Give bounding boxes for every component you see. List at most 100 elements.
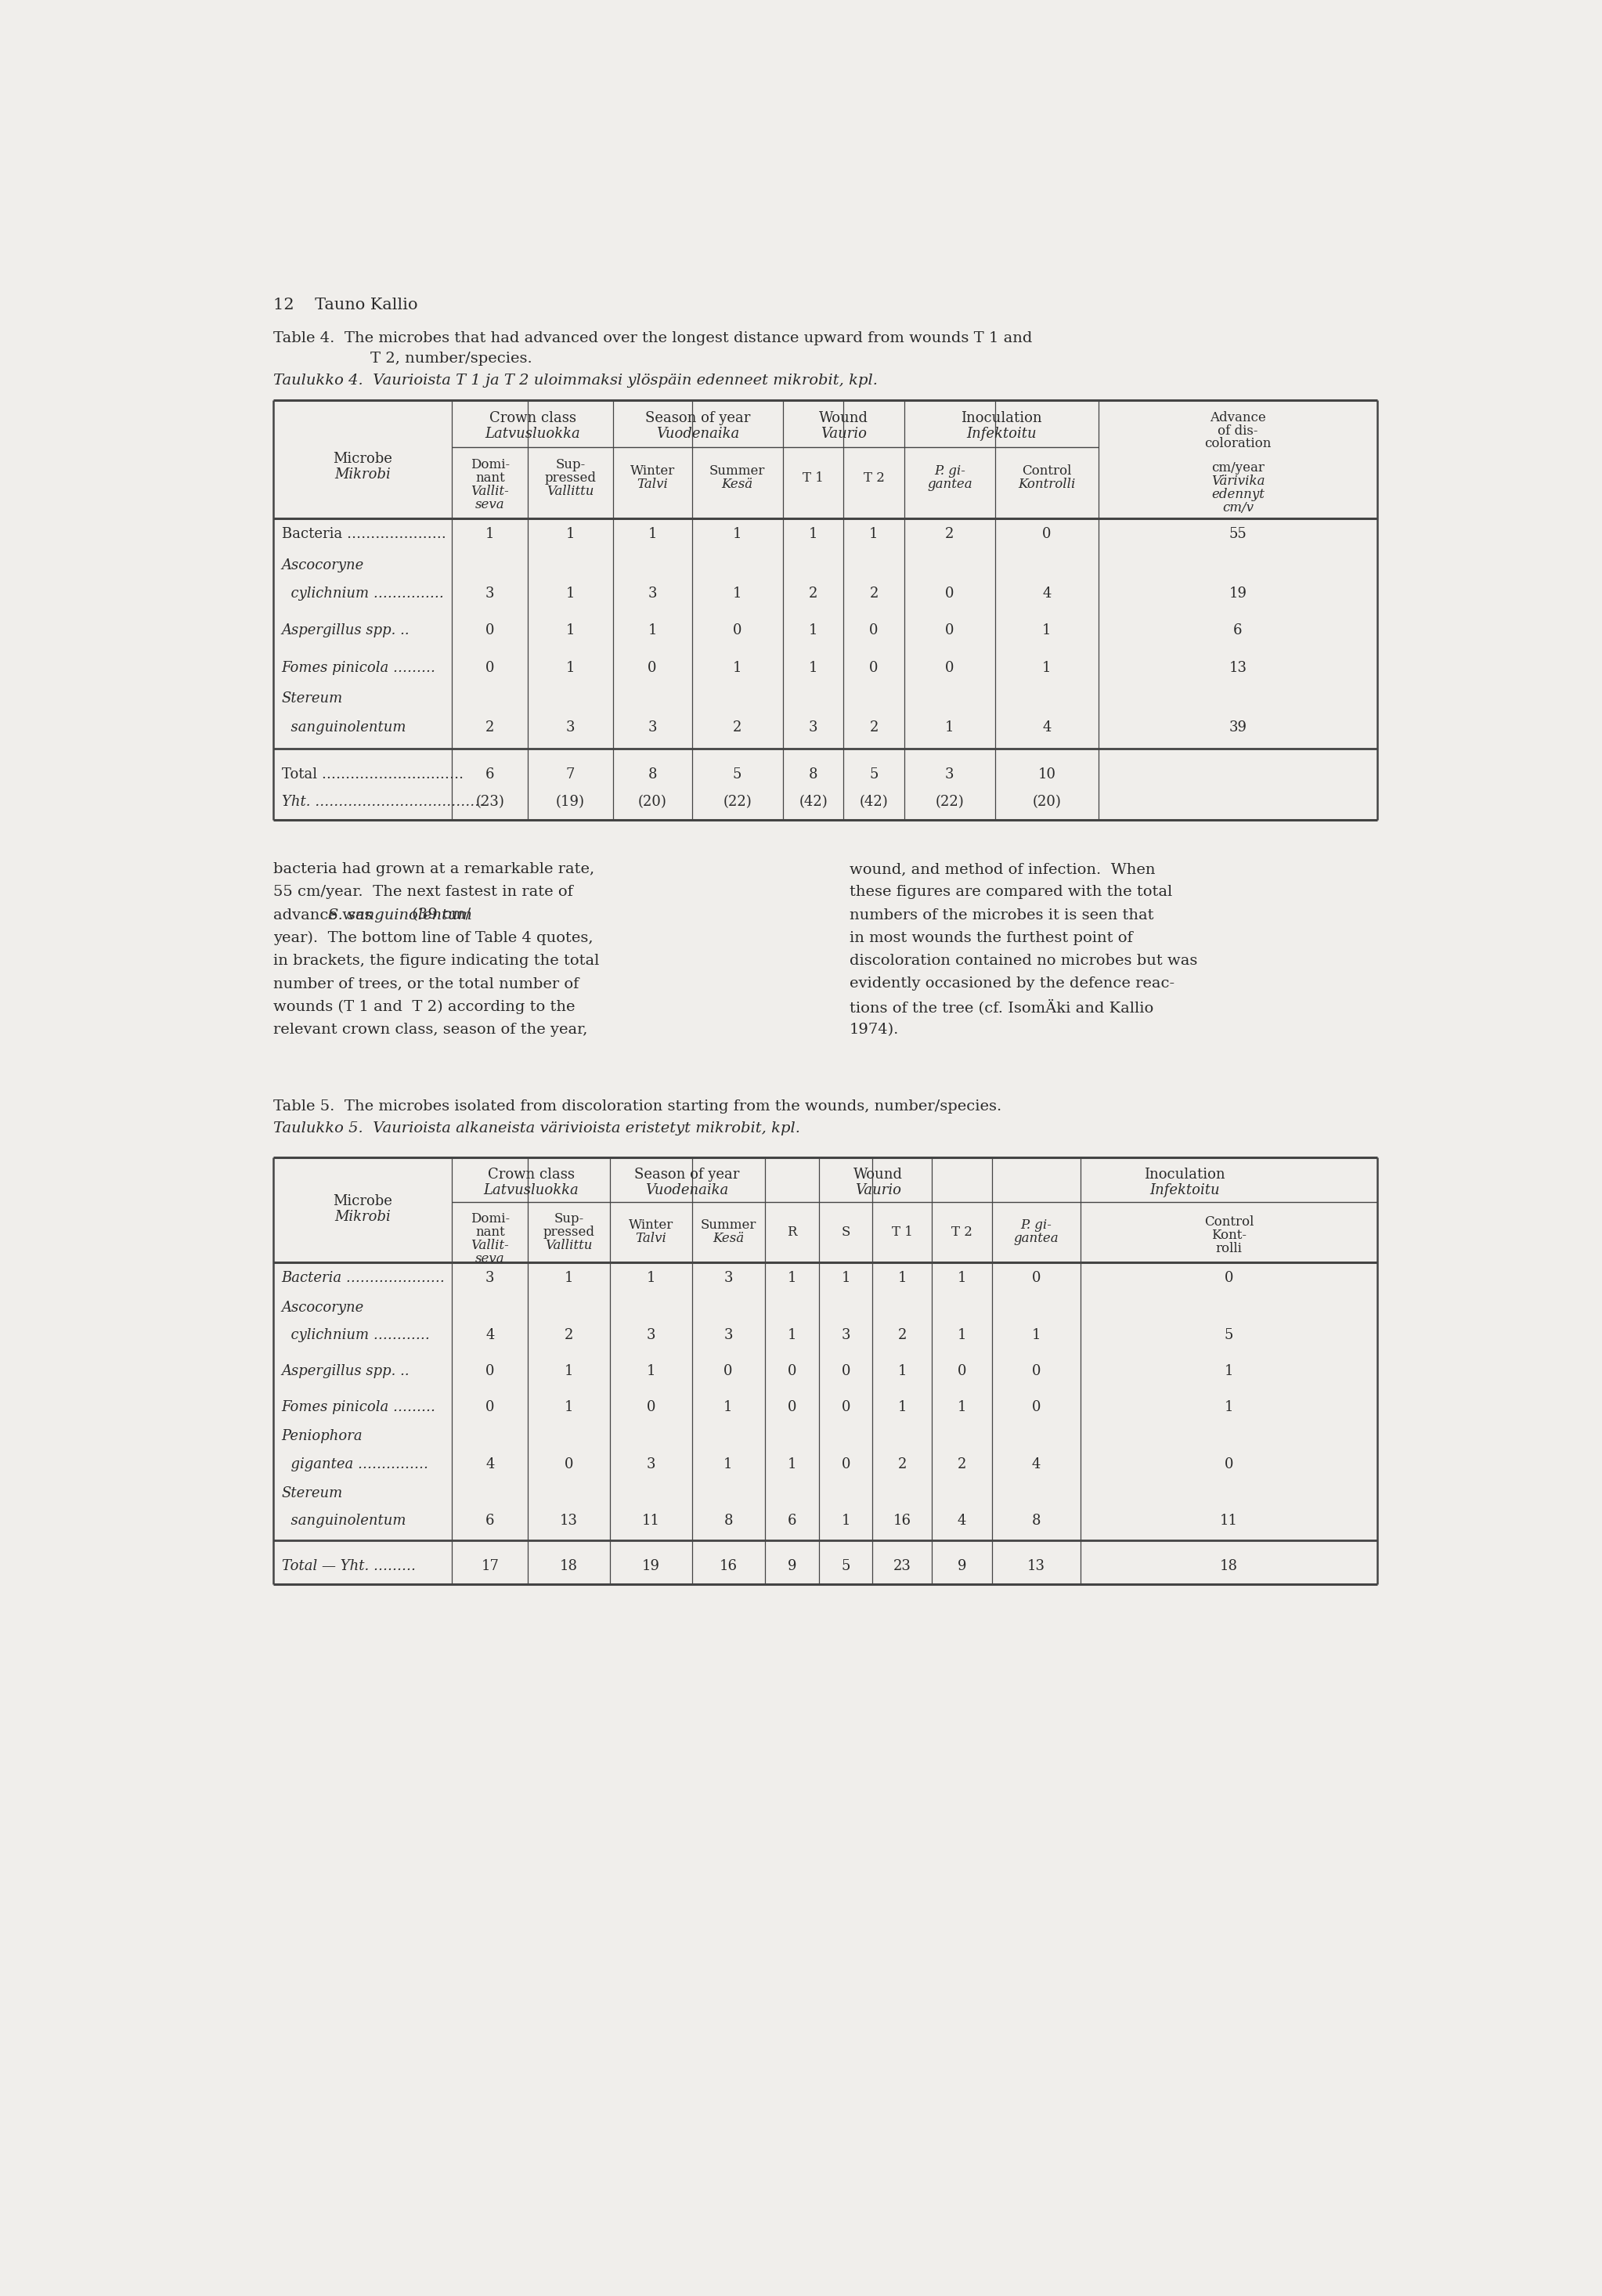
Text: P. gi-: P. gi-: [1020, 1219, 1053, 1233]
Text: 0: 0: [788, 1364, 796, 1378]
Text: Total — Yht. ………: Total — Yht. ………: [282, 1559, 415, 1573]
Text: Vallit-: Vallit-: [471, 1240, 509, 1251]
Text: evidently occasioned by the defence reac-: evidently occasioned by the defence reac…: [849, 976, 1174, 992]
Text: 2: 2: [870, 585, 878, 599]
Text: numbers of the microbes it is seen that: numbers of the microbes it is seen that: [849, 907, 1153, 923]
Text: Vuodenaika: Vuodenaika: [646, 1185, 729, 1199]
Text: Kesä: Kesä: [721, 478, 753, 491]
Text: in most wounds the furthest point of: in most wounds the furthest point of: [849, 930, 1133, 946]
Text: 39: 39: [1229, 721, 1246, 735]
Text: 0: 0: [841, 1401, 851, 1414]
Text: 3: 3: [841, 1327, 851, 1341]
Text: (20): (20): [1032, 794, 1061, 808]
Text: in brackets, the figure indicating the total: in brackets, the figure indicating the t…: [272, 953, 599, 969]
Text: gantea: gantea: [928, 478, 972, 491]
Text: 0: 0: [788, 1401, 796, 1414]
Text: cm/year: cm/year: [1211, 461, 1264, 475]
Text: 19: 19: [642, 1559, 660, 1573]
Text: 2: 2: [564, 1327, 574, 1341]
Text: 0: 0: [1032, 1272, 1041, 1286]
Text: 2: 2: [485, 721, 495, 735]
Text: 1: 1: [647, 625, 657, 638]
Text: 8: 8: [1032, 1513, 1041, 1527]
Text: 1: 1: [732, 528, 742, 542]
Text: T 2: T 2: [952, 1226, 972, 1240]
Text: Inoculation: Inoculation: [1144, 1169, 1226, 1182]
Text: 1: 1: [485, 528, 495, 542]
Text: advance was: advance was: [272, 907, 376, 923]
Text: 1: 1: [724, 1458, 732, 1472]
Text: Bacteria …………………: Bacteria …………………: [282, 1272, 445, 1286]
Text: 19: 19: [1229, 585, 1246, 599]
Text: 8: 8: [809, 767, 817, 781]
Text: T 2, number/species.: T 2, number/species.: [370, 351, 532, 365]
Text: 1: 1: [647, 528, 657, 542]
Text: nant: nant: [476, 1226, 505, 1240]
Text: Table 4.  The microbes that had advanced over the longest distance upward from w: Table 4. The microbes that had advanced …: [272, 331, 1032, 344]
Text: 1: 1: [809, 528, 817, 542]
Text: (22): (22): [936, 794, 964, 808]
Text: 0: 0: [1043, 528, 1051, 542]
Text: 0: 0: [1032, 1401, 1041, 1414]
Text: 0: 0: [1032, 1364, 1041, 1378]
Text: Total …………………………: Total …………………………: [282, 767, 463, 781]
Text: gigantea ……………: gigantea ……………: [282, 1458, 428, 1472]
Text: 2: 2: [945, 528, 955, 542]
Text: T 1: T 1: [803, 471, 823, 484]
Text: these figures are compared with the total: these figures are compared with the tota…: [849, 886, 1173, 900]
Text: 0: 0: [564, 1458, 574, 1472]
Text: Taulukko 5.  Vaurioista alkaneista värivioista eristetyt mikrobit, kpl.: Taulukko 5. Vaurioista alkaneista värivi…: [272, 1120, 799, 1137]
Text: Inoculation: Inoculation: [961, 411, 1041, 425]
Text: 1: 1: [724, 1401, 732, 1414]
Text: P. gi-: P. gi-: [934, 464, 966, 478]
Text: 0: 0: [485, 1401, 495, 1414]
Text: wound, and method of infection.  When: wound, and method of infection. When: [849, 863, 1155, 877]
Text: 0: 0: [870, 661, 878, 675]
Text: 18: 18: [559, 1559, 578, 1573]
Text: 17: 17: [481, 1559, 498, 1573]
Text: of dis-: of dis-: [1218, 425, 1258, 439]
Text: 1: 1: [788, 1272, 796, 1286]
Text: pressed: pressed: [543, 1226, 594, 1240]
Text: 3: 3: [724, 1272, 732, 1286]
Text: tions of the tree (cf. IsomÄki and Kallio: tions of the tree (cf. IsomÄki and Kalli…: [849, 999, 1153, 1015]
Text: 0: 0: [945, 625, 955, 638]
Text: pressed: pressed: [545, 471, 596, 484]
Text: cm/v: cm/v: [1222, 501, 1254, 514]
Text: 0: 0: [870, 625, 878, 638]
Text: Bacteria …………………: Bacteria …………………: [282, 528, 445, 542]
Text: 0: 0: [841, 1458, 851, 1472]
Text: 6: 6: [485, 1513, 495, 1527]
Text: Ascocoryne: Ascocoryne: [282, 558, 364, 572]
Text: 9: 9: [788, 1559, 796, 1573]
Text: 3: 3: [646, 1327, 655, 1341]
Text: 16: 16: [892, 1513, 912, 1527]
Text: 1: 1: [788, 1458, 796, 1472]
Text: Stereum: Stereum: [282, 1486, 343, 1499]
Text: Taulukko 4.  Vaurioista T 1 ja T 2 uloimmaksi ylöspäin edenneet mikrobit, kpl.: Taulukko 4. Vaurioista T 1 ja T 2 uloimm…: [272, 374, 878, 388]
Text: 4: 4: [485, 1327, 495, 1341]
Text: 1: 1: [958, 1327, 966, 1341]
Text: 0: 0: [945, 661, 955, 675]
Text: 11: 11: [1219, 1513, 1238, 1527]
Text: Control: Control: [1022, 464, 1072, 478]
Text: 1: 1: [732, 661, 742, 675]
Text: edennyt: edennyt: [1211, 487, 1264, 501]
Text: 3: 3: [485, 585, 495, 599]
Text: 2: 2: [897, 1327, 907, 1341]
Text: 1: 1: [566, 661, 575, 675]
Text: 2: 2: [870, 721, 878, 735]
Text: Aspergillus spp. ..: Aspergillus spp. ..: [282, 1364, 410, 1378]
Text: Microbe: Microbe: [333, 1194, 392, 1208]
Text: Latvusluokka: Latvusluokka: [485, 427, 580, 441]
Text: bacteria had grown at a remarkable rate,: bacteria had grown at a remarkable rate,: [272, 863, 594, 877]
Text: Winter: Winter: [630, 464, 674, 478]
Text: 1: 1: [958, 1272, 966, 1286]
Text: 1: 1: [732, 585, 742, 599]
Text: Table 5.  The microbes isolated from discoloration starting from the wounds, num: Table 5. The microbes isolated from disc…: [272, 1100, 1001, 1114]
Text: 6: 6: [1234, 625, 1243, 638]
Text: Peniophora: Peniophora: [282, 1430, 362, 1444]
Text: 3: 3: [485, 1272, 495, 1286]
Text: 1: 1: [1032, 1327, 1041, 1341]
Text: 1: 1: [564, 1401, 574, 1414]
